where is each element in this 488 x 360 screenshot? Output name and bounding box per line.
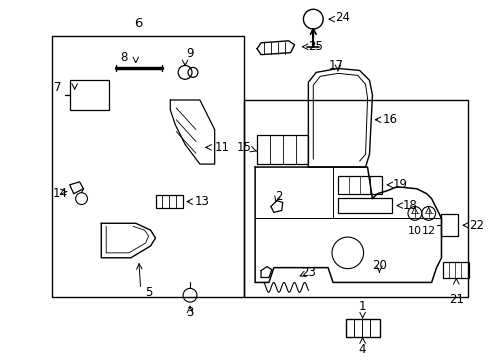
Text: 8: 8 bbox=[120, 51, 127, 64]
Text: 10: 10 bbox=[407, 226, 421, 236]
Text: 23: 23 bbox=[300, 266, 315, 279]
Text: 1: 1 bbox=[358, 300, 366, 313]
Text: 14: 14 bbox=[52, 187, 67, 200]
Text: 11: 11 bbox=[214, 141, 229, 154]
Text: 12: 12 bbox=[421, 226, 435, 236]
Text: 6: 6 bbox=[134, 17, 142, 30]
Bar bbox=[155, 195, 183, 208]
Text: 13: 13 bbox=[195, 195, 209, 208]
Text: 22: 22 bbox=[468, 219, 483, 232]
Bar bbox=[337, 176, 382, 194]
Text: 17: 17 bbox=[328, 59, 343, 72]
Text: 2: 2 bbox=[274, 190, 282, 203]
Bar bbox=[440, 215, 457, 236]
Text: 20: 20 bbox=[371, 259, 386, 272]
Text: 9: 9 bbox=[186, 47, 193, 60]
Text: 5: 5 bbox=[144, 286, 152, 299]
Bar bbox=[443, 262, 468, 278]
Text: 19: 19 bbox=[392, 178, 407, 191]
Text: 7: 7 bbox=[54, 81, 61, 94]
Text: 4: 4 bbox=[358, 343, 366, 356]
Bar bbox=[244, 100, 467, 297]
Text: 16: 16 bbox=[382, 113, 397, 126]
Text: 18: 18 bbox=[402, 199, 417, 212]
Bar bbox=[345, 319, 380, 337]
Text: 21: 21 bbox=[448, 293, 463, 306]
Bar bbox=[337, 198, 391, 213]
Bar bbox=[52, 36, 244, 297]
Text: 15: 15 bbox=[236, 141, 251, 154]
Text: 24: 24 bbox=[334, 11, 349, 24]
Bar bbox=[70, 80, 109, 110]
Text: 25: 25 bbox=[308, 40, 323, 53]
Bar bbox=[257, 135, 308, 164]
Text: 3: 3 bbox=[186, 306, 193, 319]
